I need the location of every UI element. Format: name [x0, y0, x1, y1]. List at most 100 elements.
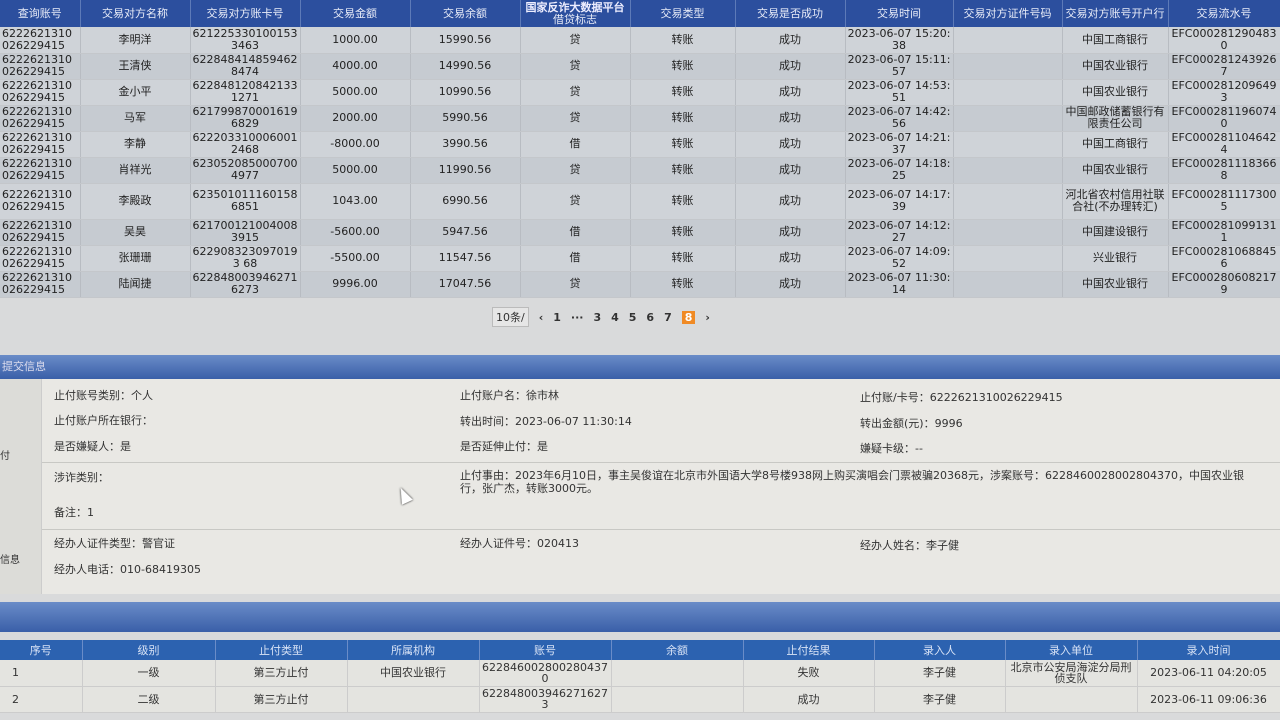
table-cell: 6217998700016196829: [190, 105, 301, 132]
column-header[interactable]: 国家反诈大数据平台 借贷标志: [520, 0, 631, 27]
table-cell: 2023-06-07 15:20:38: [845, 27, 954, 54]
table-cell: 成功: [735, 271, 846, 298]
column-header[interactable]: 交易对方账卡号: [190, 0, 301, 27]
column-header[interactable]: 交易余额: [410, 0, 521, 27]
transaction-row[interactable]: 6222621310026229415 马军 6217998700016196829…: [0, 105, 1280, 132]
table-cell: [611, 686, 744, 713]
table-cell: 2023-06-11 04:20:05: [1137, 660, 1280, 687]
table-cell: 中国工商银行: [1062, 131, 1169, 158]
column-header[interactable]: 录入时间: [1137, 640, 1280, 660]
column-header[interactable]: 止付类型: [215, 640, 348, 660]
table-cell: 转账: [630, 183, 736, 220]
table-cell: 转账: [630, 157, 736, 184]
table-cell: 陆闻捷: [80, 271, 191, 298]
table-cell: EFC0002812096493: [1168, 79, 1280, 106]
page-button[interactable]: 8: [681, 310, 696, 324]
table-cell: 3990.56: [410, 131, 521, 158]
table-cell: 6990.56: [410, 183, 521, 220]
table-cell: 2: [0, 686, 83, 713]
table-cell: 李殿政: [80, 183, 191, 220]
transaction-table: 查询账号 交易对方名称 交易对方账卡号 交易金额 交易余额 国家反诈大数据平台 借贷标志 交易…: [0, 0, 1280, 298]
page-button[interactable]: 5: [628, 310, 637, 324]
table-cell: 6228480039462716273: [190, 271, 301, 298]
transaction-row[interactable]: 6222621310026229415 吴昊 6217001210040083915…: [0, 219, 1280, 246]
table-cell: 成功: [735, 157, 846, 184]
table-cell: EFC0002810991311: [1168, 219, 1280, 246]
transaction-row[interactable]: 6222621310026229415 肖祥光 623052085000700497…: [0, 157, 1280, 184]
table-cell: 1000.00: [300, 27, 411, 54]
table-cell: 中国农业银行: [347, 660, 480, 687]
side-label: 付: [0, 451, 10, 462]
table-cell: 2023-06-07 14:18:25: [845, 157, 954, 184]
table-cell: 11547.56: [410, 245, 521, 272]
table-cell: 6230520850007004977: [190, 157, 301, 184]
stop-row[interactable]: 1 一级 第三方止付 中国农业银行 6228460028002804370 失败 李子健 北京…: [0, 660, 1280, 687]
table-cell: 中国农业银行: [1062, 79, 1169, 106]
page-button[interactable]: 1: [553, 310, 561, 324]
table-cell: 金小平: [80, 79, 191, 106]
column-header[interactable]: 交易对方账号开户行: [1062, 0, 1169, 27]
column-header[interactable]: 交易对方证件号码: [953, 0, 1063, 27]
column-header[interactable]: 录入单位: [1005, 640, 1138, 660]
table-cell: 2023-06-07 14:42:56: [845, 105, 954, 132]
table-cell: 中国邮政储蓄银行有限责任公司: [1062, 105, 1169, 132]
page-size-select[interactable]: 10条/: [492, 307, 529, 327]
table-cell: 6222621310026229415: [0, 27, 81, 54]
page-button[interactable]: 4: [611, 310, 619, 324]
table-cell: 转账: [630, 219, 736, 246]
column-header[interactable]: 所属机构: [347, 640, 480, 660]
table-cell: [953, 27, 1063, 54]
table-cell: 成功: [735, 183, 846, 220]
site-title: 国家反诈大数据平台: [525, 0, 625, 14]
next-page-button[interactable]: ›: [705, 310, 710, 324]
column-header[interactable]: 账号: [479, 640, 612, 660]
side-label: 信息: [0, 555, 20, 566]
page-button[interactable]: 7: [664, 310, 672, 324]
transaction-row[interactable]: 6222621310026229415 李殿政 623501011160158685…: [0, 183, 1280, 220]
transaction-row[interactable]: 6222621310026229415 陆闻捷 622848003946271627…: [0, 271, 1280, 298]
table-cell: 转账: [630, 27, 736, 54]
section-header-submit: 提交信息: [0, 355, 1280, 379]
table-cell: 转账: [630, 131, 736, 158]
table-cell: 1043.00: [300, 183, 411, 220]
column-header[interactable]: 序号: [0, 640, 83, 660]
column-header[interactable]: 级别: [82, 640, 216, 660]
column-header[interactable]: 交易金额: [300, 0, 411, 27]
table-cell: EFC0002811173005: [1168, 183, 1280, 220]
page-button[interactable]: ···: [570, 310, 584, 324]
prev-page-button[interactable]: ‹: [538, 310, 544, 324]
table-cell: [953, 79, 1063, 106]
table-cell: 6229083230970193 68: [190, 245, 301, 272]
column-header[interactable]: 交易是否成功: [735, 0, 846, 27]
transaction-row[interactable]: 6222621310026229415 李静 6222033100060012468…: [0, 131, 1280, 158]
bank: 止付账户所在银行：: [54, 414, 153, 427]
transaction-row[interactable]: 6222621310026229415 金小平 622848120842133127…: [0, 79, 1280, 106]
officer-phone: 经办人电话：010-68419305: [54, 563, 201, 576]
table-cell: 贷: [520, 157, 631, 184]
table-cell: [953, 105, 1063, 132]
column-header[interactable]: 余额: [611, 640, 744, 660]
transaction-row[interactable]: 6222621310026229415 王清侠 622848414859462847…: [0, 53, 1280, 80]
table-cell: 成功: [735, 79, 846, 106]
column-header[interactable]: 交易时间: [845, 0, 954, 27]
table-cell: 中国农业银行: [1062, 53, 1169, 80]
column-header[interactable]: 止付结果: [743, 640, 875, 660]
column-header[interactable]: 交易对方名称: [80, 0, 191, 27]
column-header[interactable]: 查询账号: [0, 0, 81, 27]
column-header[interactable]: 交易流水号: [1168, 0, 1280, 27]
page-button[interactable]: 6: [646, 310, 655, 324]
acct-type: 止付账号类别：个人: [54, 389, 153, 402]
table-cell: 2023-06-07 15:11:57: [845, 53, 954, 80]
transaction-row[interactable]: 6222621310026229415 张珊珊 6229083230970193 6…: [0, 245, 1280, 272]
table-cell: 5947.56: [410, 219, 521, 246]
transaction-row[interactable]: 6222621310026229415 李明洋 621225330100153346…: [0, 27, 1280, 54]
stop-row[interactable]: 2 二级 第三方止付 6228480039462716273 成功 李子健 2023-06-…: [0, 686, 1280, 713]
card-level: 嫌疑卡级：--: [860, 442, 923, 455]
page-button[interactable]: 3: [593, 310, 602, 324]
fraud-type: 涉诈类别：: [54, 471, 109, 484]
column-header[interactable]: 录入人: [874, 640, 1006, 660]
table-cell: 第三方止付: [215, 686, 348, 713]
column-header[interactable]: 交易类型: [630, 0, 736, 27]
side-labels: 付 信息: [0, 379, 42, 594]
out-amount: 转出金额(元)：9996: [860, 417, 963, 430]
